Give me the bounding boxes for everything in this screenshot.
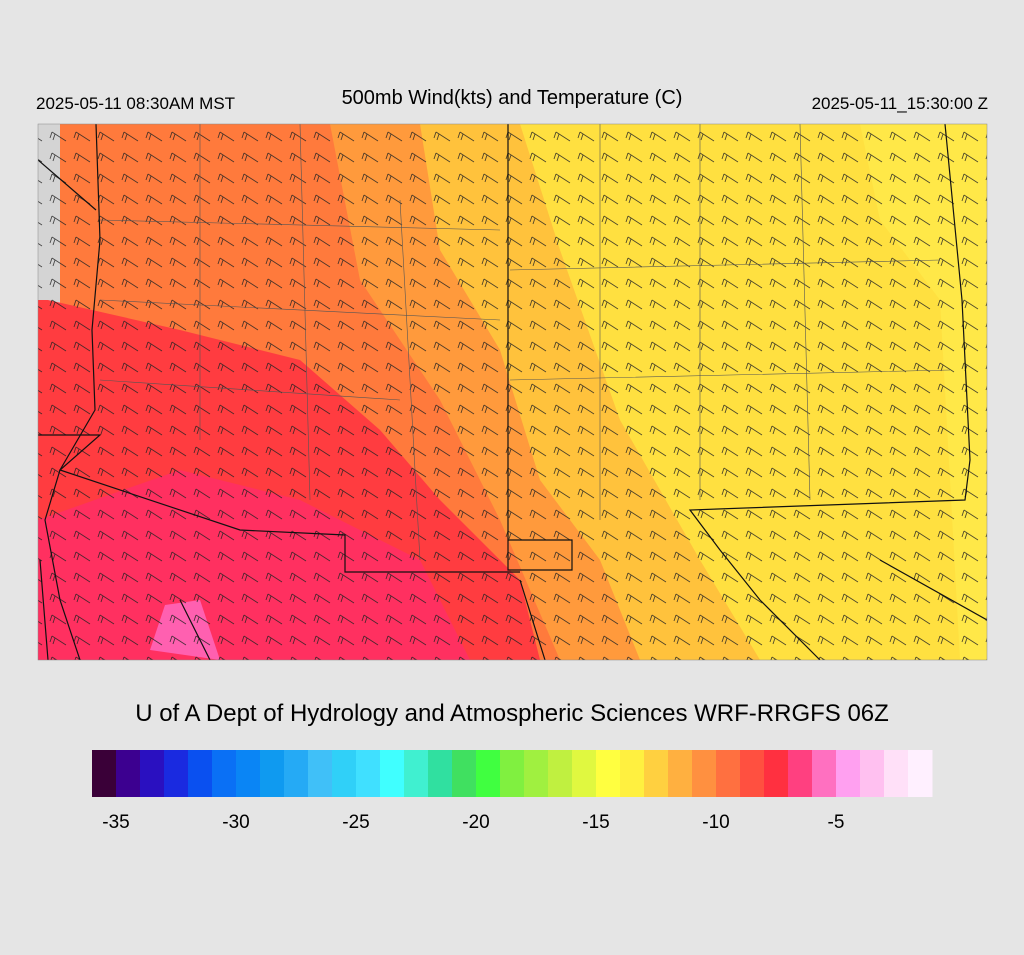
colorbar-box bbox=[356, 750, 381, 797]
colorbar-box bbox=[380, 750, 405, 797]
colorbar-tick-label: -30 bbox=[222, 812, 249, 833]
colorbar-box bbox=[788, 750, 813, 797]
colorbar-box bbox=[140, 750, 165, 797]
borders bbox=[38, 124, 987, 660]
wind-barbs bbox=[38, 124, 987, 660]
colorbar-box bbox=[860, 750, 885, 797]
county-lines bbox=[99, 124, 951, 561]
colorbar-box bbox=[500, 750, 525, 797]
map-frame bbox=[37, 123, 988, 661]
colorbar-box bbox=[620, 750, 645, 797]
colorbar-tick-label: -5 bbox=[828, 812, 845, 833]
colorbar-box bbox=[332, 750, 357, 797]
colorbar-box bbox=[908, 750, 933, 797]
colorbar: -35 -30 -25 -20 -15 -10 -5 bbox=[92, 750, 933, 833]
colorbar-box bbox=[740, 750, 765, 797]
colorbar-box bbox=[572, 750, 597, 797]
colorbar-box bbox=[836, 750, 861, 797]
colorbar-box bbox=[236, 750, 261, 797]
colorbar-tick-label: -15 bbox=[582, 812, 609, 833]
colorbar-tick-label: -35 bbox=[102, 812, 129, 833]
colorbar-box bbox=[668, 750, 693, 797]
valid-local-time: 2025-05-11 08:30AM MST bbox=[36, 94, 235, 113]
colorbar-tick-label: -10 bbox=[702, 812, 729, 833]
colorbar-box bbox=[164, 750, 189, 797]
colorbar-box bbox=[428, 750, 453, 797]
valid-utc-time: 2025-05-11_15:30:00 Z bbox=[812, 94, 988, 113]
colorbar-box bbox=[692, 750, 717, 797]
colorbar-box bbox=[476, 750, 501, 797]
colorbar-box bbox=[92, 750, 117, 797]
colorbar-tick-label: -25 bbox=[342, 812, 369, 833]
colorbar-box bbox=[524, 750, 549, 797]
colorbar-box bbox=[260, 750, 285, 797]
colorbar-box bbox=[596, 750, 621, 797]
colorbar-box bbox=[644, 750, 669, 797]
colorbar-box bbox=[812, 750, 837, 797]
colorbar-box bbox=[716, 750, 741, 797]
map bbox=[38, 124, 987, 660]
colorbar-box bbox=[188, 750, 213, 797]
colorbar-tick-label: -20 bbox=[462, 812, 489, 833]
colorbar-box bbox=[764, 750, 789, 797]
colorbar-box bbox=[212, 750, 237, 797]
map-title: 500mb Wind(kts) and Temperature (C) bbox=[342, 87, 683, 109]
colorbar-box bbox=[308, 750, 333, 797]
colorbar-box bbox=[116, 750, 141, 797]
colorbar-box bbox=[284, 750, 309, 797]
credit: U of A Dept of Hydrology and Atmospheric… bbox=[135, 700, 889, 727]
colorbar-box bbox=[884, 750, 909, 797]
colorbar-box bbox=[548, 750, 573, 797]
colorbar-box bbox=[452, 750, 477, 797]
colorbar-box bbox=[404, 750, 429, 797]
